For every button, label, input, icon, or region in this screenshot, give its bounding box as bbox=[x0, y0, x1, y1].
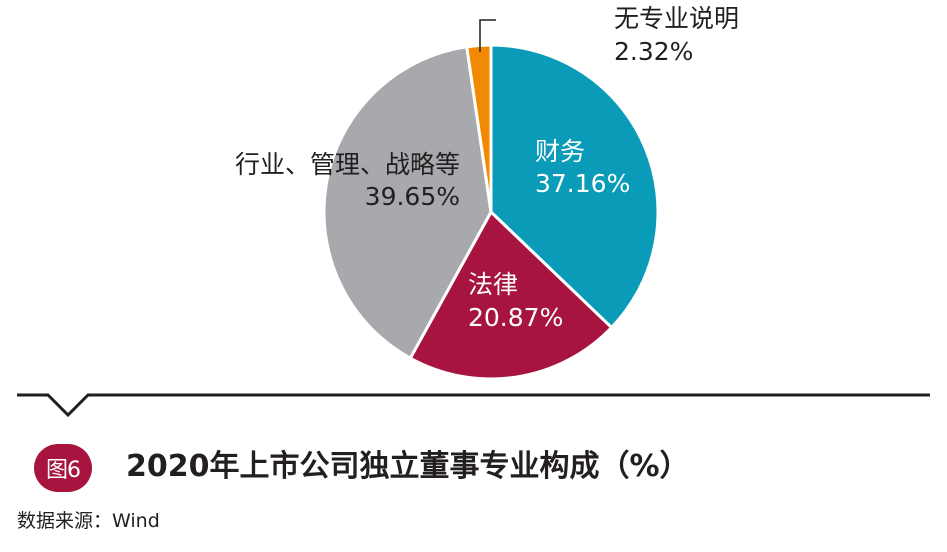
slice-label-finance-value: 37.16% bbox=[535, 169, 630, 198]
section-divider bbox=[17, 393, 930, 418]
slice-label-none-value: 2.32% bbox=[614, 37, 693, 66]
callout-leader-line bbox=[479, 19, 496, 52]
data-source-note: 数据来源：Wind bbox=[17, 510, 160, 532]
figure-title: 2020年上市公司独立董事专业构成（%） bbox=[126, 449, 690, 484]
slice-label-law-value: 20.87% bbox=[468, 303, 563, 332]
slice-label-industry-value: 39.65% bbox=[365, 182, 460, 211]
slice-label-law-name: 法律 bbox=[468, 270, 518, 299]
pie-slice-finance bbox=[489, 43, 660, 330]
figure-number-badge: 图6 bbox=[34, 444, 92, 492]
pie-slice-industry-management-strategy bbox=[322, 45, 493, 360]
pie-slice-no-specialty bbox=[465, 43, 493, 214]
slice-label-none-name: 无专业说明 bbox=[614, 4, 739, 33]
pie-slice-law bbox=[408, 210, 614, 381]
pie-slices bbox=[322, 43, 660, 381]
slice-label-industry-name: 行业、管理、战略等 bbox=[235, 150, 460, 179]
slice-label-finance-name: 财务 bbox=[535, 137, 585, 166]
